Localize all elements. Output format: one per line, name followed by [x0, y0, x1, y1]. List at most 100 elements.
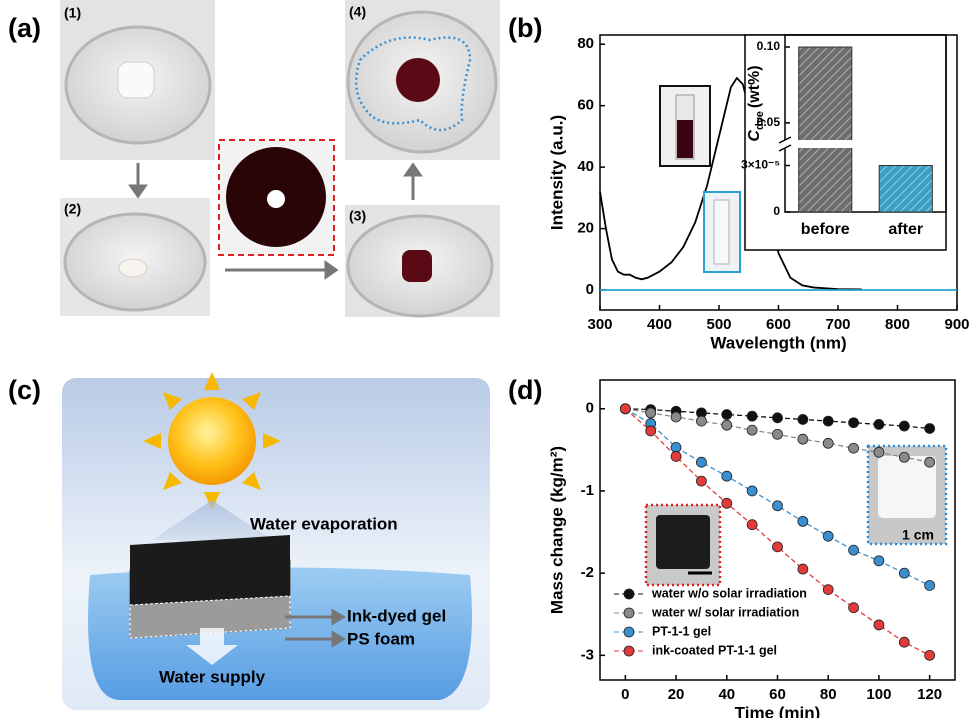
sample-photos	[646, 446, 946, 585]
data-point	[823, 585, 833, 595]
data-point	[747, 411, 757, 421]
data-point	[671, 442, 681, 452]
data-point	[874, 620, 884, 630]
data-point	[925, 650, 935, 660]
data-point	[722, 498, 732, 508]
x-tick-label: 400	[647, 316, 672, 333]
sun	[168, 397, 256, 485]
y-tick-label: 20	[577, 220, 594, 237]
panel-a: (1) (2) (3) (4)	[60, 0, 500, 317]
cuvette	[714, 200, 729, 264]
data-point	[646, 408, 656, 418]
y-tick-label: 0	[773, 204, 780, 218]
data-point	[849, 418, 859, 428]
sample	[396, 58, 440, 102]
x-tick-label: 80	[820, 686, 837, 703]
y-tick-label: 80	[577, 35, 594, 52]
y-axis-label-symbol: C	[746, 130, 763, 142]
data-point	[646, 426, 656, 436]
data-point	[823, 438, 833, 448]
legend-label: PT-1-1 gel	[652, 624, 711, 638]
sample	[118, 62, 154, 98]
data-point	[849, 545, 859, 555]
axis-break	[779, 140, 940, 148]
illustration-label: PS foam	[347, 629, 415, 648]
x-axis-label: Time (min)	[735, 703, 821, 718]
sample	[267, 190, 285, 208]
data-point	[798, 564, 808, 574]
illustration-label: Water evaporation	[250, 514, 398, 533]
x-tick-label: 500	[706, 316, 731, 333]
y-tick-label: -2	[581, 564, 594, 581]
data-point	[773, 542, 783, 552]
data-point	[722, 420, 732, 430]
x-tick-label: 120	[917, 686, 942, 703]
data-point	[671, 412, 681, 422]
legend-label: water w/ solar irradiation	[651, 605, 799, 619]
step-label: (2)	[64, 201, 81, 217]
arrow-head	[406, 165, 420, 175]
x-axis-label: Wavelength (nm)	[710, 333, 846, 352]
data-point	[696, 476, 706, 486]
data-point	[773, 429, 783, 439]
data-point	[899, 568, 909, 578]
data-point	[925, 580, 935, 590]
x-tick-label: 60	[769, 686, 786, 703]
panel-label: (d)	[508, 375, 542, 405]
data-point	[696, 416, 706, 426]
data-point	[849, 443, 859, 453]
x-tick-label: before	[801, 221, 850, 238]
data-point	[722, 471, 732, 481]
data-point	[874, 556, 884, 566]
data-point	[747, 520, 757, 530]
data-point	[722, 410, 732, 420]
x-tick-label: 40	[718, 686, 735, 703]
y-tick-label: 0	[586, 281, 594, 298]
legend-marker	[624, 646, 634, 656]
y-tick-label: 0	[586, 400, 594, 417]
x-tick-label: after	[888, 221, 923, 238]
y-tick-label: 3×10⁻⁵	[741, 158, 780, 172]
legend-marker	[624, 608, 634, 618]
x-tick-label: 700	[825, 316, 850, 333]
x-tick-label: 800	[885, 316, 910, 333]
y-axis-label-unit: (wt%)	[746, 65, 763, 108]
y-axis-label: Mass change (kg/m²)	[547, 446, 566, 614]
data-point	[925, 457, 935, 467]
data-point	[798, 414, 808, 424]
figure: (a) (b) (c) (d) (1) (2) (3) (4)	[0, 0, 975, 718]
illustration-label: Ink-dyed gel	[347, 606, 446, 625]
x-tick-label: 100	[866, 686, 891, 703]
data-point	[874, 447, 884, 457]
y-tick-label: 60	[577, 97, 594, 114]
x-tick-label: 900	[944, 316, 969, 333]
sample	[656, 515, 710, 569]
legend-label: ink-coated PT-1-1 gel	[652, 643, 777, 657]
sample	[119, 259, 147, 277]
data-point	[849, 603, 859, 613]
y-axis-label: Cdye (wt%)	[746, 65, 766, 141]
x-tick-label: 300	[587, 316, 612, 333]
data-point	[874, 419, 884, 429]
y-axis-label: Intensity (a.u.)	[547, 115, 566, 230]
cuvettes	[660, 86, 740, 272]
bar	[879, 166, 932, 213]
step-label: (4)	[349, 4, 366, 20]
arrow-head	[326, 263, 336, 277]
data-point	[925, 423, 935, 433]
panel-label: (c)	[8, 375, 41, 405]
y-axis-label-subscript: dye	[754, 111, 766, 130]
x-tick-label: 20	[668, 686, 685, 703]
data-point	[798, 516, 808, 526]
x-tick-label: 0	[621, 686, 629, 703]
data-point	[671, 451, 681, 461]
data-point	[747, 425, 757, 435]
legend-marker	[624, 589, 634, 599]
data-point	[773, 501, 783, 511]
illustration-label: Water supply	[159, 667, 266, 686]
dye	[677, 120, 693, 158]
data-point	[773, 413, 783, 423]
data-point	[620, 404, 630, 414]
x-tick-label: 600	[766, 316, 791, 333]
scale-label: 1 cm	[902, 527, 934, 543]
